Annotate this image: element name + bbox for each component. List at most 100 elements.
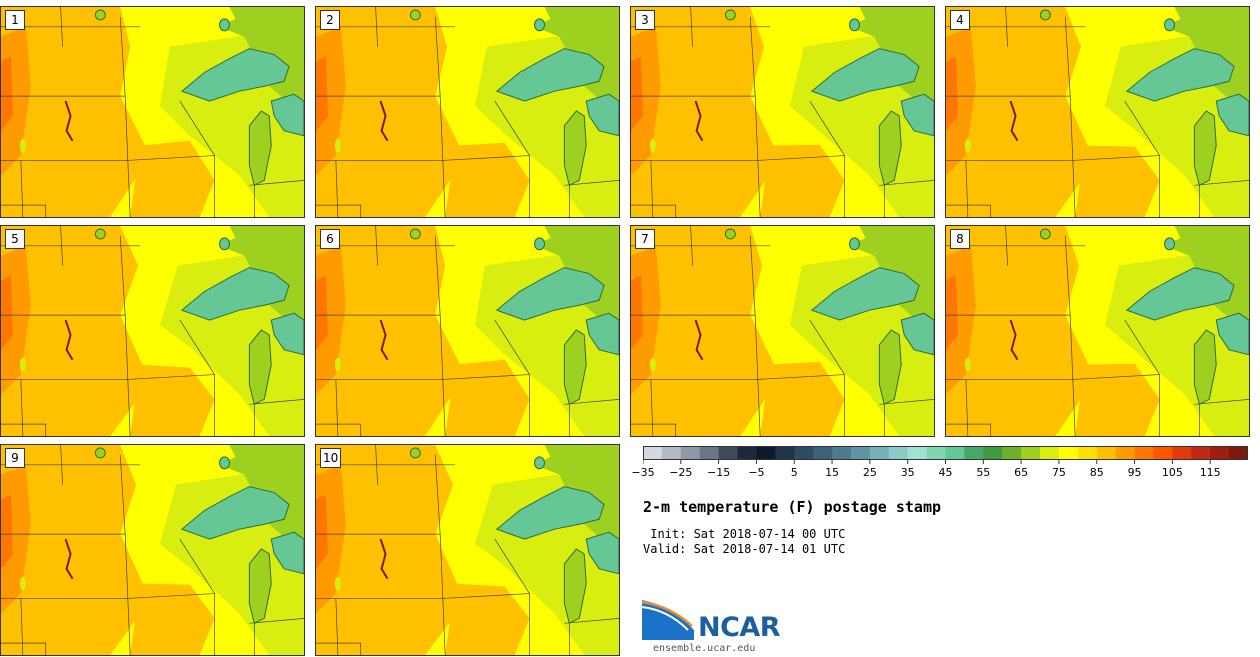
river-feature [64,319,74,361]
lake-huron [1215,93,1249,137]
colorbar-tick-label: 65 [1014,466,1029,479]
small-lake [649,357,656,372]
state-boundary [879,180,934,186]
small-lake [94,9,106,21]
state-boundary [755,374,845,380]
colorbar-swatch [1191,446,1211,460]
colorbar-swatch [1134,446,1154,460]
small-lake [964,357,971,372]
panel-number: 8 [950,229,970,249]
panel-number: 6 [320,229,340,249]
temperature-map [1,445,304,655]
colorbar-swatch [1210,446,1230,460]
state-boundary [754,96,761,217]
colorbar-border [643,446,1248,460]
temp-field-95 [1,275,13,350]
panel-number: 1 [5,10,25,30]
river-feature [379,100,389,142]
colorbar-swatch [850,446,871,460]
colorbar-swatch [1040,446,1060,460]
small-lake [219,456,230,470]
temp-field-95 [316,494,328,569]
panel-number: 2 [320,10,340,30]
colorbar-tick-label: 45 [938,466,953,479]
state-boundary [1005,226,1008,266]
small-lake [334,576,341,591]
chart-title: 2-m temperature (F) postage stamp [643,498,942,516]
colorbar-swatch [1002,446,1022,460]
temp-field-65 [534,445,595,485]
lake-superior [180,486,290,540]
temp-field-85 [1,226,151,436]
lake-huron [585,531,619,575]
small-lake [534,456,545,470]
colorbar-tick-label: 35 [900,466,915,479]
colorbar-tick-label: 25 [862,466,877,479]
small-lake [94,447,106,459]
temp-field-65 [534,226,595,266]
state-boundary [335,379,339,436]
state-boundary [434,16,441,97]
state-boundary [179,538,215,594]
state-boundary [375,7,378,47]
colorbar-swatch [756,446,776,460]
ensemble-member-panel-10: 10 [315,444,620,656]
state-boundary [124,534,131,655]
state-boundary [494,319,530,375]
state-boundary [946,204,992,217]
state-boundary [440,155,530,161]
temp-field-65 [219,7,280,47]
small-lake [1164,18,1175,32]
river-feature [694,319,704,361]
state-boundary [494,538,530,594]
state-boundary [809,319,845,375]
state-boundary [1124,100,1160,156]
lake-michigan [248,110,272,187]
state-boundary [375,226,378,266]
colorbar-swatch [775,446,795,460]
small-lake [19,576,26,591]
state-boundary [494,100,530,156]
lake-huron [585,312,619,356]
state-boundary [316,204,362,217]
temp-field-85 [631,7,781,217]
valid-time: Valid: Sat 2018-07-14 01 UTC [643,542,846,556]
colorbar-swatch [945,446,965,460]
temp-field-85 [316,7,466,217]
panel-number: 4 [950,10,970,30]
state-boundary [755,155,845,161]
state-boundary [690,226,693,266]
small-lake [724,228,736,240]
small-lake [334,357,341,372]
colorbar-tick-label: −35 [631,466,655,479]
state-boundary [316,423,362,436]
colorbar-swatch [661,446,682,460]
state-boundary [125,155,215,161]
small-lake [649,138,656,153]
state-boundary [1,423,47,436]
state-boundary [650,160,654,217]
colorbar-swatch [643,446,663,460]
ensemble-member-panel-3: 3 [630,6,935,218]
state-boundary [809,100,845,156]
lake-huron [270,93,304,137]
small-lake [534,237,545,251]
small-lake [1164,237,1175,251]
ncar-logo-icon [642,600,694,640]
lake-huron [585,93,619,137]
temp-field-95 [316,275,328,350]
state-boundary [125,593,215,599]
colorbar-swatch [1115,446,1136,460]
temp-field-85 [316,226,466,436]
state-boundary [650,379,654,436]
state-boundary [179,319,215,375]
small-lake [724,9,736,21]
temp-field-95 [631,275,643,350]
lake-huron [900,93,934,137]
small-lake [1039,228,1051,240]
colorbar-tick-label: −5 [748,466,765,479]
state-boundary [1069,96,1076,217]
state-boundary [440,374,530,380]
colorbar-swatch [926,446,946,460]
state-boundary [1,642,47,655]
